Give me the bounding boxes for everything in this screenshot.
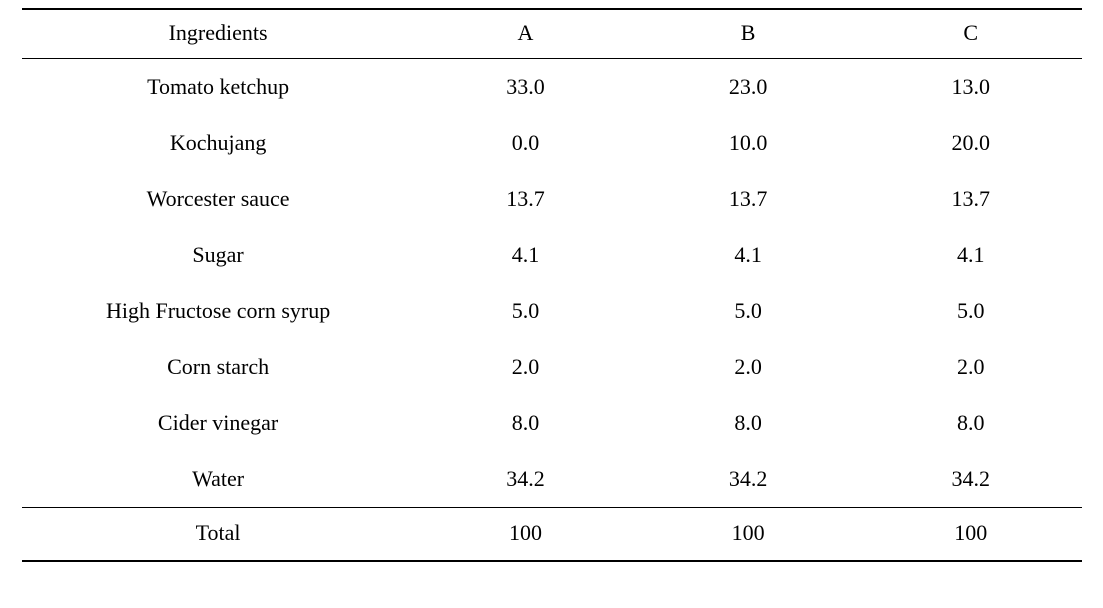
cell-ingredient: Water [22,451,414,508]
cell-value: 8.0 [414,395,637,451]
cell-value: 13.7 [414,171,637,227]
table-header-row: Ingredients A B C [22,9,1082,59]
cell-value: 13.7 [637,171,860,227]
col-header-ingredients: Ingredients [22,9,414,59]
cell-value: 0.0 [414,115,637,171]
table-row: Tomato ketchup 33.0 23.0 13.0 [22,59,1082,116]
cell-value: 10.0 [637,115,860,171]
ingredients-table-container: Ingredients A B C Tomato ketchup 33.0 23… [22,8,1082,562]
cell-ingredient: High Fructose corn syrup [22,283,414,339]
cell-value: 23.0 [637,59,860,116]
cell-value: 5.0 [859,283,1082,339]
table-row: Kochujang 0.0 10.0 20.0 [22,115,1082,171]
cell-value: 4.1 [414,227,637,283]
cell-value: 4.1 [637,227,860,283]
table-row: Corn starch 2.0 2.0 2.0 [22,339,1082,395]
cell-value: 5.0 [637,283,860,339]
cell-value: 33.0 [414,59,637,116]
cell-total-label: Total [22,508,414,562]
cell-value: 4.1 [859,227,1082,283]
col-header-c: C [859,9,1082,59]
cell-value: 34.2 [637,451,860,508]
cell-value: 5.0 [414,283,637,339]
cell-ingredient: Worcester sauce [22,171,414,227]
cell-value: 13.7 [859,171,1082,227]
cell-ingredient: Corn starch [22,339,414,395]
ingredients-table: Ingredients A B C Tomato ketchup 33.0 23… [22,8,1082,562]
cell-value: 2.0 [859,339,1082,395]
cell-total-value: 100 [859,508,1082,562]
cell-total-value: 100 [414,508,637,562]
table-row: Worcester sauce 13.7 13.7 13.7 [22,171,1082,227]
cell-value: 8.0 [859,395,1082,451]
cell-value: 20.0 [859,115,1082,171]
cell-total-value: 100 [637,508,860,562]
cell-value: 13.0 [859,59,1082,116]
cell-value: 34.2 [414,451,637,508]
cell-value: 2.0 [414,339,637,395]
cell-value: 2.0 [637,339,860,395]
cell-ingredient: Tomato ketchup [22,59,414,116]
cell-value: 34.2 [859,451,1082,508]
table-footer-row: Total 100 100 100 [22,508,1082,562]
cell-ingredient: Cider vinegar [22,395,414,451]
cell-ingredient: Sugar [22,227,414,283]
col-header-b: B [637,9,860,59]
table-row: High Fructose corn syrup 5.0 5.0 5.0 [22,283,1082,339]
table-row: Water 34.2 34.2 34.2 [22,451,1082,508]
table-row: Cider vinegar 8.0 8.0 8.0 [22,395,1082,451]
col-header-a: A [414,9,637,59]
table-row: Sugar 4.1 4.1 4.1 [22,227,1082,283]
cell-value: 8.0 [637,395,860,451]
cell-ingredient: Kochujang [22,115,414,171]
